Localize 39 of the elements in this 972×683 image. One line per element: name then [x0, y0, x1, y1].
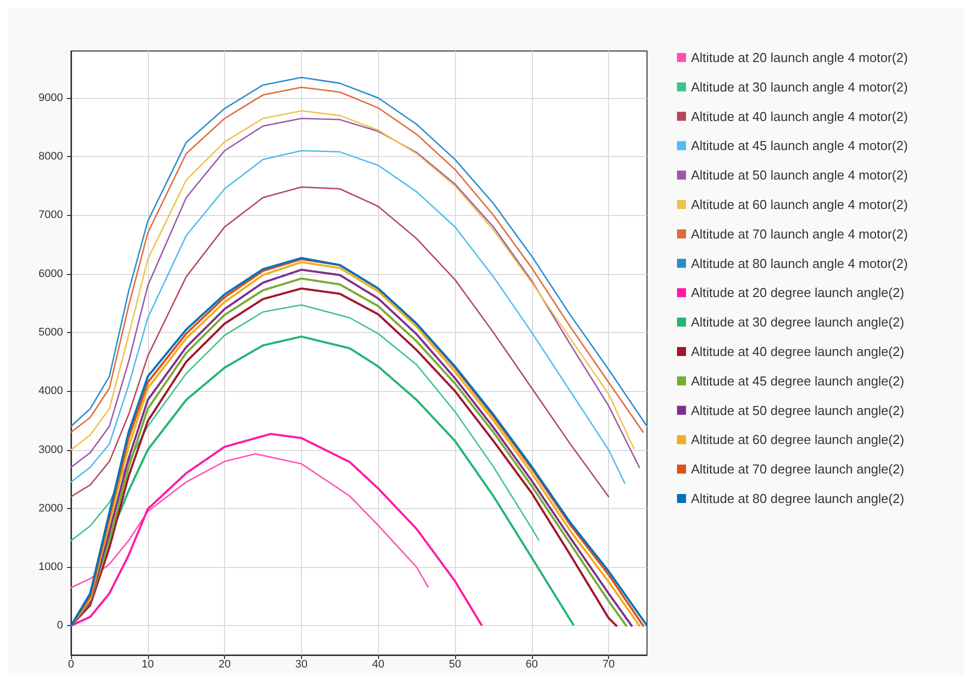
legend-label: Altitude at 30 launch angle 4 motor(2) [691, 79, 908, 94]
legend-label: Altitude at 40 degree launch angle(2) [691, 344, 904, 359]
line-series [70, 186, 610, 498]
x-tick-label: 20 [218, 658, 231, 670]
x-tick-label: 10 [142, 658, 154, 670]
x-tick-label: 40 [372, 658, 384, 670]
legend-label: Altitude at 50 degree launch angle(2) [691, 402, 904, 418]
line-series [70, 453, 429, 588]
y-tick-label: 1000 [38, 561, 63, 574]
legend-label: Altitude at 60 degree launch angle(2) [691, 432, 904, 448]
line-series [70, 432, 483, 627]
line-series [70, 304, 540, 542]
y-tick-label: 3000 [38, 444, 63, 456]
legend-label: Altitude at 80 launch angle 4 motor(2) [691, 256, 908, 271]
y-tick-label: 4000 [38, 385, 63, 398]
x-tick-label: 30 [295, 658, 308, 670]
legend-label: Altitude at 40 launch angle 4 motor(2) [691, 108, 908, 124]
y-tick-label: 2000 [38, 502, 63, 514]
y-tick-label: 6000 [38, 268, 63, 280]
x-tick-label: 70 [602, 658, 615, 670]
x-tick-label: 50 [448, 658, 462, 670]
y-tick-label: 5000 [38, 326, 63, 338]
legend-label: Altitude at 45 degree launch angle(2) [691, 373, 904, 388]
legend-label: Altitude at 70 degree launch angle(2) [691, 462, 904, 477]
x-tick-label: 60 [526, 658, 538, 670]
legend-label: Altitude at 60 launch angle 4 motor(2) [691, 197, 908, 212]
y-tick-label: 8000 [38, 150, 63, 163]
legend-label: Altitude at 45 launch angle 4 motor(2) [691, 138, 908, 154]
y-tick-label: 9000 [38, 92, 63, 104]
y-tick-label: 7000 [38, 209, 63, 222]
x-tick-label: 0 [68, 658, 74, 670]
legend-label: Altitude at 80 degree launch angle(2) [691, 491, 904, 506]
y-tick-label: 0 [56, 620, 63, 632]
legend-label: Altitude at 30 degree launch angle(2) [691, 314, 904, 330]
legend-label: Altitude at 50 launch angle 4 motor(2) [691, 168, 908, 183]
legend-label: Altitude at 20 degree launch angle(2) [691, 285, 904, 300]
legend-label: Altitude at 70 launch angle 4 motor(2) [691, 226, 908, 242]
line-series [70, 150, 626, 484]
legend-label: Altitude at 20 launch angle 4 motor(2) [691, 50, 908, 65]
